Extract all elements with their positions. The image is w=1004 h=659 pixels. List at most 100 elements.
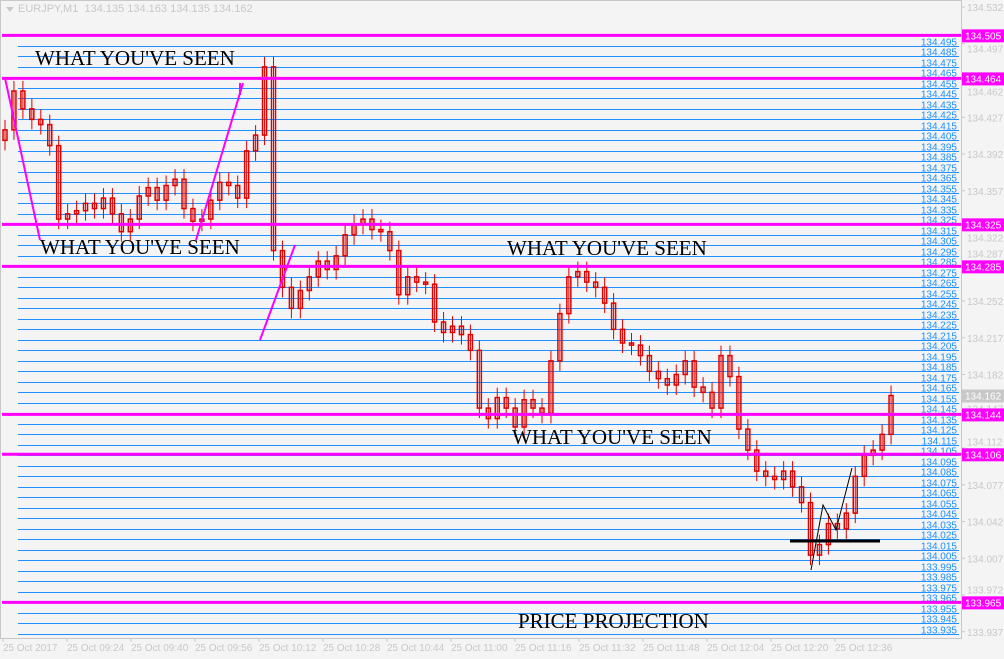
y-tick-label: 133.972	[967, 585, 1004, 596]
candle-body	[476, 349, 483, 409]
candle-body	[673, 373, 679, 386]
grid-level-label: 134.415	[921, 122, 958, 133]
candle-body	[217, 181, 223, 201]
candle-body	[2, 129, 8, 142]
grid-level-label: 134.175	[921, 374, 958, 385]
grid-level-label: 134.445	[921, 90, 958, 101]
grid-level-label: 134.465	[921, 69, 958, 80]
candle-body	[163, 184, 169, 201]
candle-body	[118, 213, 125, 233]
annotation-text: PRICE PROJECTION	[518, 609, 709, 633]
x-tick-label: 25 Oct 10:12	[259, 643, 317, 654]
candle-body	[270, 66, 277, 252]
y-tick-label: 134.182	[967, 371, 1004, 382]
annotation-text: WHAT YOU'VE SEEN	[512, 425, 712, 449]
candle-body	[172, 178, 178, 187]
candle-body	[333, 255, 339, 271]
candle-body	[745, 428, 751, 451]
candle-body	[628, 342, 635, 346]
candle-body	[664, 377, 671, 386]
level-label: 134.106	[965, 450, 1002, 461]
grid-level-label: 134.375	[921, 164, 958, 175]
level-label: 134.285	[965, 262, 1002, 273]
candle-body	[73, 209, 80, 215]
grid-level-label: 134.015	[921, 542, 958, 553]
candle-body	[852, 475, 858, 514]
x-tick-label: 25 Oct 11:48	[643, 643, 700, 654]
candle-body	[109, 197, 116, 215]
grid-level-label: 134.315	[921, 227, 958, 238]
grid-level-label: 134.025	[921, 531, 958, 542]
candle-body	[145, 186, 151, 197]
grid-level-label: 134.035	[921, 521, 958, 532]
candle-body	[718, 354, 724, 409]
grid-level-label: 134.485	[921, 48, 958, 59]
dropdown-triangle-icon[interactable]	[6, 6, 14, 12]
y-tick-label: 134.322	[967, 233, 1004, 244]
grid-level-label: 134.125	[921, 426, 958, 437]
grid-level-label: 134.395	[921, 143, 958, 154]
x-tick-label: 25 Oct 10:44	[387, 643, 445, 654]
candle-body	[575, 270, 581, 278]
grid-level-label: 134.245	[921, 300, 958, 311]
annotation-text: WHAT YOU'VE SEEN	[35, 46, 235, 70]
candle-body	[47, 123, 53, 147]
x-tick-label: 25 Oct 2017	[3, 643, 58, 654]
candle-body	[396, 249, 402, 296]
candle-body	[601, 286, 608, 304]
grid-level-label: 134.155	[921, 395, 958, 406]
candle-body	[780, 470, 787, 481]
candle-body	[771, 475, 778, 481]
y-tick-label: 134.497	[967, 44, 1004, 55]
grid-level-label: 134.085	[921, 468, 958, 479]
grid-level-label: 133.975	[921, 584, 958, 595]
candle-body	[440, 321, 447, 334]
candle-body	[422, 281, 429, 285]
candle-body	[530, 398, 536, 409]
candle-body	[431, 283, 438, 323]
x-tick-label: 25 Oct 09:56	[195, 643, 253, 654]
candle-body	[610, 302, 617, 331]
candle-body	[655, 370, 662, 380]
grid-level-label: 134.265	[921, 279, 958, 290]
candle-body	[378, 228, 384, 233]
candle-body	[789, 470, 796, 488]
candle-body	[700, 386, 706, 394]
y-tick-label: 134.007	[967, 554, 1004, 565]
candle-body	[584, 270, 590, 283]
candle-body	[208, 199, 214, 220]
candle-body	[38, 118, 44, 126]
trend-line	[259, 244, 296, 341]
projection-zigzag	[810, 467, 853, 571]
candle-body	[566, 276, 572, 315]
y-tick-label: 134.252	[967, 297, 1004, 308]
level-label: 134.144	[965, 410, 1002, 421]
level-label-box	[962, 218, 1004, 232]
level-label: 134.505	[965, 31, 1002, 42]
candle-body	[727, 354, 733, 378]
candle-body	[691, 360, 697, 388]
level-label-box	[962, 408, 1004, 422]
current-price-box	[962, 389, 1004, 403]
grid-level-label: 134.365	[921, 174, 958, 185]
annotation-text: WHAT YOU'VE SEEN	[507, 236, 707, 260]
grid-level-label: 133.935	[921, 626, 958, 637]
x-tick-label: 25 Oct 12:04	[707, 643, 765, 654]
candle-body	[279, 249, 286, 289]
candle-body	[405, 276, 411, 296]
level-label: 134.325	[965, 220, 1002, 231]
candle-body	[637, 344, 644, 357]
level-label-box	[962, 72, 1004, 86]
y-tick-label: 134.532	[967, 3, 1004, 14]
x-tick-label: 25 Oct 11:00	[451, 643, 508, 654]
candle-body	[136, 195, 142, 220]
candle-body	[234, 184, 241, 199]
grid-level-label: 134.165	[921, 384, 958, 395]
grid-level-label: 134.345	[921, 195, 958, 206]
candle-body	[82, 202, 89, 212]
grid-level-label: 133.985	[921, 573, 958, 584]
y-tick-label: 134.427	[967, 113, 1004, 124]
grid-level-label: 134.145	[921, 405, 958, 416]
